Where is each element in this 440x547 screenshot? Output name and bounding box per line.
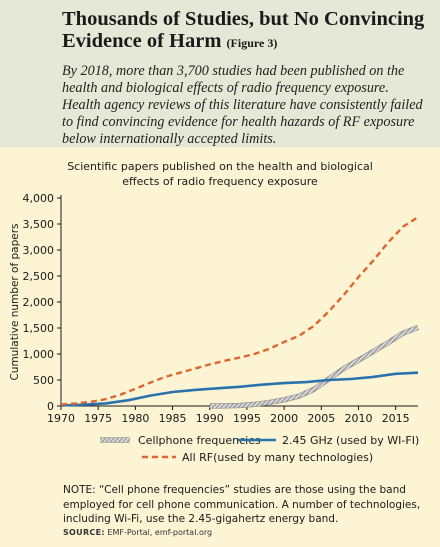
- source-text: EMF-Portal, emf-portal.org: [107, 528, 213, 537]
- series-all-rf-used-by-many-technologies-point: [388, 242, 389, 243]
- figure-label: (Figure 3): [226, 36, 278, 50]
- series-2-45-ghz-used-by-wi-fi: [60, 371, 419, 407]
- y-tick-label: 1,000: [23, 348, 55, 361]
- figure-title: Thousands of Studies, but No Convincing …: [62, 8, 426, 54]
- source-label: SOURCE:: [63, 528, 105, 537]
- x-tick-label: 1980: [121, 412, 149, 425]
- x-tick-label: 1970: [47, 412, 75, 425]
- legend-label: Cellphone frequencies: [138, 434, 261, 447]
- legend-item: All RF(used by many technologies): [142, 451, 373, 464]
- x-tick-label: 2005: [307, 412, 335, 425]
- figure-intro: By 2018, more than 3,700 studies had bee…: [62, 63, 423, 147]
- y-tick-label: 2,500: [23, 270, 55, 283]
- series-cellphone-frequencies: [209, 325, 419, 408]
- y-axis-label: Cumulative number of papers: [9, 223, 21, 380]
- y-tick-label: 3,000: [23, 244, 55, 257]
- series-cellphone-frequencies-outline: [209, 325, 419, 409]
- y-tick-label: 3,500: [23, 218, 55, 231]
- y-tick-label: 4,000: [23, 192, 55, 205]
- series-all-rf-used-by-many-technologies-point: [417, 217, 418, 218]
- y-tick-label: 1,500: [23, 322, 55, 335]
- chart-title-line: effects of radio frequency exposure: [122, 175, 318, 188]
- series-all-rf-used-by-many-technologies-point: [328, 311, 329, 312]
- y-tick-label: 0: [47, 400, 54, 413]
- x-tick-label: 1975: [84, 412, 112, 425]
- x-tick-label: 2015: [382, 412, 410, 425]
- x-axis: 1970 1975 1980 1985 1990 1995 2000 2005 2010 2015: [47, 405, 418, 425]
- chart-title-line: Scientific papers published on the healt…: [67, 160, 373, 173]
- series-all-rf-used-by-many-technologies-point: [194, 368, 195, 369]
- chart-panel: [0, 147, 440, 547]
- chart-source: SOURCE: EMF-Portal, emf-portal.org: [63, 528, 212, 537]
- legend-item: Cellphone frequencies: [100, 434, 261, 447]
- legend-label: 2.45 GHz (used by WI-FI): [282, 434, 419, 447]
- series-layer: [60, 216, 419, 409]
- x-tick-label: 1985: [159, 412, 187, 425]
- series-all-rf-used-by-many-technologies: [60, 216, 419, 406]
- legend-item: 2.45 GHz (used by WI-FI): [238, 434, 419, 447]
- x-tick-label: 2000: [270, 412, 298, 425]
- chart-note: NOTE: “Cell phone frequencies” studies a…: [63, 484, 421, 525]
- y-axis: 0 500 1,000 1,500 2,000 2,500 3,000 3,500 4,000 C…: [9, 192, 62, 413]
- series-all-rf-used-by-many-technologies-point: [298, 335, 299, 336]
- x-tick-label: 1995: [233, 412, 261, 425]
- figure-title-text: Thousands of Studies, but No Convincing …: [62, 8, 425, 52]
- y-tick-label: 500: [33, 374, 54, 387]
- figure-header: Thousands of Studies, but No Convincing …: [0, 0, 440, 147]
- series-all-rf-used-by-many-technologies-point: [313, 325, 314, 326]
- x-tick-label: 2010: [345, 412, 373, 425]
- series-all-rf-used-by-many-technologies-point: [165, 376, 166, 377]
- chart-legend: Cellphone frequencies 2.45 GHz (used by W…: [100, 434, 419, 464]
- y-tick-label: 2,000: [23, 296, 55, 309]
- legend-label: All RF(used by many technologies): [182, 451, 373, 464]
- chart-title: Scientific papers published on the healt…: [67, 160, 373, 188]
- x-tick-label: 1990: [196, 412, 224, 425]
